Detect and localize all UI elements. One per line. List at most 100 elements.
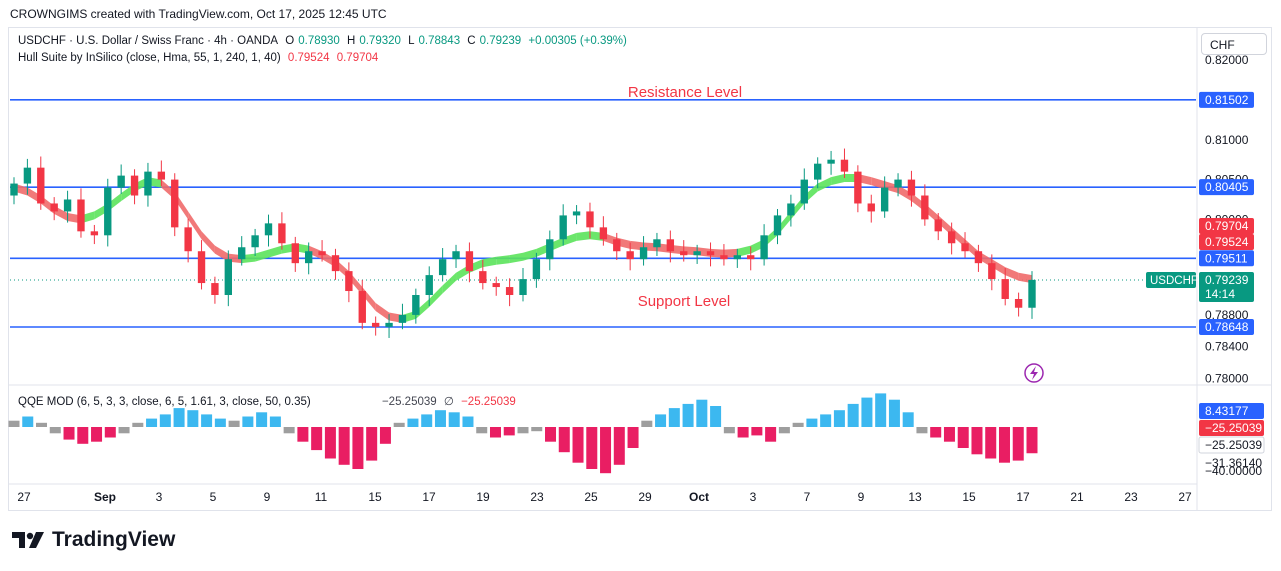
symbol-legend: USDCHF · U.S. Dollar / Swiss Franc · 4h … [18, 35, 631, 47]
qqe-bar [462, 416, 474, 427]
qqe-value-1: −25.25039 [381, 396, 437, 408]
candle-body [197, 251, 206, 284]
level-badge-resistance: 0.81502 [1205, 93, 1249, 107]
candle-body [358, 291, 366, 323]
hull-segment [429, 285, 443, 307]
qqe-bar [902, 412, 914, 427]
qqe-bar [833, 410, 845, 427]
candle-body [238, 247, 246, 260]
time-tick-label: 17 [422, 490, 436, 504]
qqe-bar [820, 414, 832, 427]
qqe-bar [77, 427, 89, 444]
qqe-axis-badge-bg [1198, 436, 1265, 454]
candle-body [104, 187, 112, 236]
level-layer [10, 99, 1196, 328]
candle-body [278, 223, 286, 244]
candle-body [921, 195, 929, 220]
tradingview-logo-icon [12, 532, 44, 548]
time-tick-label: 27 [1178, 490, 1192, 504]
qqe-bar [476, 427, 488, 434]
qqe-bar [586, 427, 598, 469]
qqe-bar [159, 414, 171, 427]
qqe-axis-label: −25.25039 [1205, 438, 1262, 452]
candle-body [894, 179, 902, 188]
candle-body [546, 239, 554, 260]
candle-body [251, 235, 259, 248]
hull-indicator-label[interactable]: Hull Suite by InSilico (close, Hma, 55, … [18, 52, 281, 64]
candle-body [880, 187, 889, 212]
candle-body [1028, 279, 1036, 308]
high-label: H [347, 35, 356, 47]
hull-segment [871, 177, 885, 190]
close-value: 0.79239 [479, 35, 522, 47]
candle-body [184, 227, 192, 252]
qqe-bar [503, 427, 515, 436]
time-tick-label: 19 [476, 490, 490, 504]
qqe-indicator-label[interactable]: QQE MOD (6, 5, 3, 3, close, 6, 5, 1.61, … [18, 396, 311, 408]
candle-body [50, 203, 58, 212]
qqe-bar [668, 408, 680, 427]
qqe-bar [489, 427, 501, 438]
price-tick-label: 0.78400 [1205, 340, 1249, 354]
qqe-bar [985, 427, 997, 459]
time-tick-label: 3 [156, 490, 163, 504]
candle-body [291, 243, 299, 264]
qqe-bar [297, 427, 309, 442]
qqe-axis-badge-bg [1199, 420, 1264, 436]
qqe-bar [201, 414, 213, 427]
candle-body [519, 279, 527, 296]
qqe-bar [214, 418, 226, 427]
level-badge-resistance-bg [1199, 91, 1254, 108]
level-badge-support: 0.78648 [1205, 320, 1249, 334]
hull-badge-1: 0.79704 [1205, 219, 1249, 233]
qqe-bar [146, 418, 158, 427]
hull-segment [308, 245, 323, 260]
qqe-empty-symbol: ∅ [443, 396, 454, 408]
candle-body [840, 159, 849, 172]
candle-body [947, 231, 956, 244]
time-tick-label: Sep [94, 490, 116, 504]
candle-layer [10, 148, 1036, 338]
candle-body [412, 295, 420, 315]
qqe-bar [49, 427, 61, 434]
hull-segment [375, 302, 390, 321]
price-tick-label: 0.78800 [1205, 308, 1249, 322]
time-tick-label: 9 [264, 490, 271, 504]
time-tick-label: 23 [1124, 490, 1138, 504]
candle-body [733, 255, 741, 260]
hull-segment [1005, 267, 1019, 281]
candle-body [814, 163, 822, 180]
qqe-bar [228, 420, 240, 427]
hull-segment [496, 255, 510, 265]
time-tick-label: 17 [1016, 490, 1030, 504]
candle-body [693, 251, 701, 256]
candle-body [559, 215, 567, 240]
candle-body [907, 179, 916, 196]
currency-selector[interactable]: CHF [1201, 33, 1267, 55]
candle-body [465, 251, 474, 272]
qqe-bar [723, 427, 735, 434]
qqe-bar [531, 427, 543, 432]
qqe-bar [91, 427, 103, 442]
time-tick-label: 21 [1070, 490, 1084, 504]
qqe-bar [682, 403, 694, 427]
symbol-name[interactable]: USDCHF · U.S. Dollar / Swiss Franc · 4h … [18, 35, 279, 47]
tradingview-logo: TradingView [12, 528, 175, 552]
hull-segment [737, 245, 751, 257]
candle-body [666, 239, 675, 252]
symbol-tag-bg [1146, 271, 1196, 288]
qqe-bar [283, 427, 295, 434]
symbol-tag-label: USDCHF [1150, 275, 1198, 287]
qqe-bar [765, 427, 777, 442]
qqe-bar [558, 427, 570, 453]
candle-body [10, 183, 18, 196]
candle-body [318, 251, 326, 256]
candle-body [157, 171, 166, 180]
time-axis-layer: 27 Sep 3 5 9 11 15 17 19 23 25 29 Oct 3 7 9 13 15 17 21 23 27 [17, 490, 1192, 504]
qqe-bar [930, 427, 942, 438]
lightning-glyph-icon [1030, 366, 1038, 380]
qqe-bar [393, 422, 405, 427]
hull-segment [576, 231, 590, 241]
qqe-bar [421, 414, 433, 427]
